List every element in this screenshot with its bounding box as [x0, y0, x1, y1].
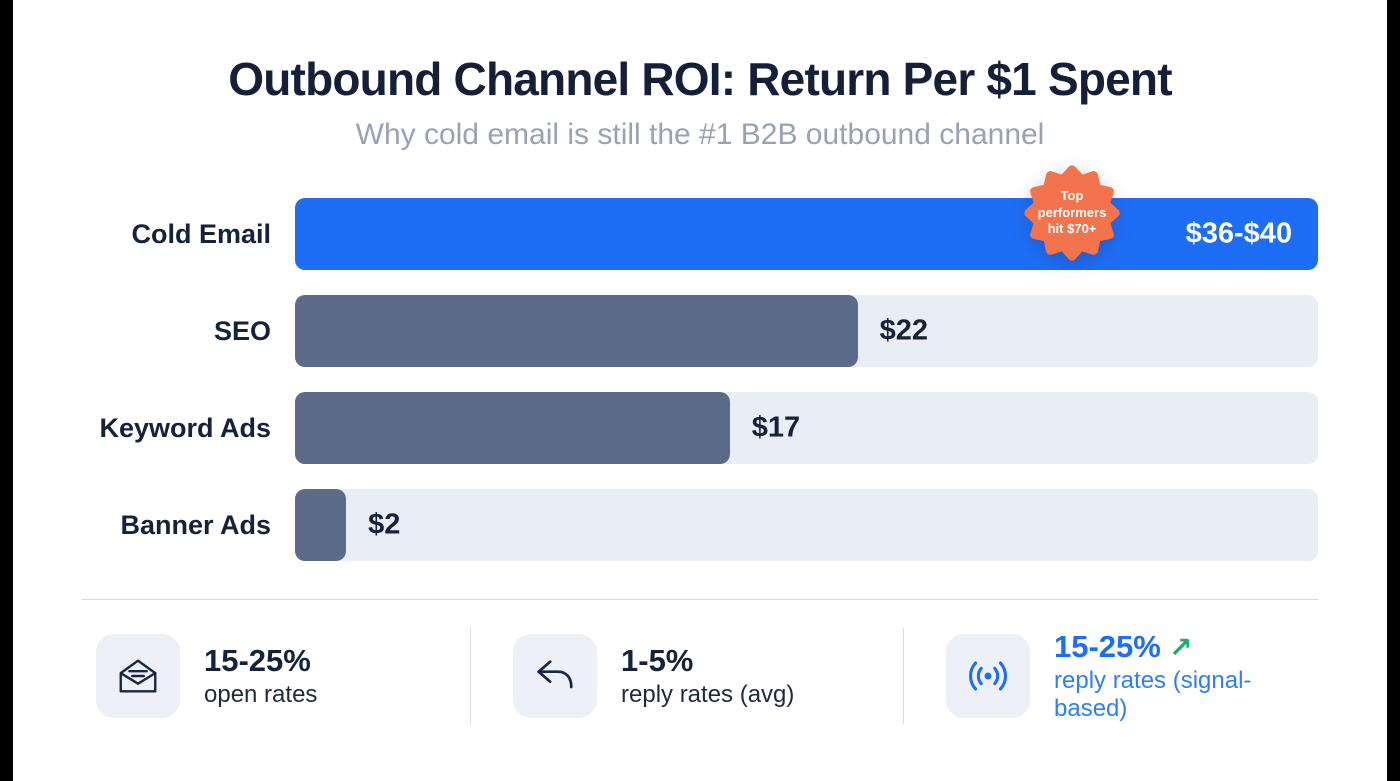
bar-track: $2 — [295, 489, 1318, 561]
bar-track: $17 — [295, 392, 1318, 464]
icon-box — [96, 634, 180, 718]
badge-line-1: Top — [1060, 187, 1084, 203]
stat-label: open rates — [204, 680, 318, 708]
vertical-divider — [903, 628, 904, 724]
page-subtitle: Why cold email is still the #1 B2B outbo… — [355, 118, 1045, 151]
category-label: SEO — [213, 315, 271, 346]
chart-row-cold-email: Cold Email $36-$40 Top performers hit $7… — [82, 165, 1318, 270]
top-performers-badge: Top performers hit $70+ — [1020, 161, 1124, 265]
open-envelope-icon — [119, 659, 157, 693]
badge-text: Top performers hit $70+ — [1020, 161, 1124, 265]
stat-text: 1-5% reply rates (avg) — [621, 642, 795, 709]
stat-open-rates: 15-25% open rates — [96, 634, 470, 718]
icon-box — [946, 634, 1030, 718]
bar-banner-ads — [295, 489, 347, 561]
stat-text: 15-25% ↗ reply rates (signal-based) — [1054, 628, 1318, 722]
category-label: Banner Ads — [120, 509, 271, 540]
bar-value: $17 — [751, 411, 801, 444]
bar-track: $22 — [295, 295, 1318, 367]
roi-bar-chart: Cold Email $36-$40 Top performers hit $7… — [82, 165, 1318, 561]
vertical-divider — [470, 628, 471, 724]
signal-icon — [968, 661, 1008, 691]
stat-reply-rates-signal: 15-25% ↗ reply rates (signal-based) — [946, 628, 1318, 722]
stat-text: 15-25% open rates — [204, 642, 318, 709]
category-label: Keyword Ads — [99, 412, 271, 443]
chart-row-banner-ads: Banner Ads $2 — [82, 489, 1318, 561]
stat-value: 15-25% ↗ — [1054, 628, 1318, 664]
chart-row-seo: SEO $22 — [82, 295, 1318, 367]
stat-label: reply rates (signal-based) — [1054, 666, 1252, 722]
bar-cold-email — [295, 198, 1318, 270]
bar-keyword-ads — [295, 392, 730, 464]
category-label: Cold Email — [131, 218, 271, 249]
badge-line-2: performers — [1037, 204, 1107, 220]
infographic: Outbound Channel ROI: Return Per $1 Spen… — [82, 53, 1318, 724]
section-divider — [82, 599, 1318, 600]
stat-value-text: 15-25% — [1054, 628, 1161, 664]
reply-arrow-icon — [537, 660, 573, 689]
bar-value: $2 — [368, 508, 401, 541]
screen-edge-left — [0, 0, 13, 781]
stat-reply-rates-avg: 1-5% reply rates (avg) — [513, 634, 903, 718]
stat-value: 1-5% — [621, 642, 694, 678]
screen-edge-right — [1387, 0, 1400, 781]
icon-box — [513, 634, 597, 718]
bar-track: $36-$40 Top performers hit $70+ — [295, 165, 1318, 270]
stat-value: 15-25% — [204, 642, 311, 678]
page-title: Outbound Channel ROI: Return Per $1 Spen… — [228, 53, 1172, 105]
up-right-arrow-icon: ↗ — [1168, 631, 1193, 663]
stats-footer: 15-25% open rates 1-5% reply rates (avg) — [82, 628, 1318, 724]
bar-value: $36-$40 — [1185, 217, 1292, 250]
stat-label: reply rates (avg) — [621, 680, 795, 708]
bar-value: $22 — [879, 314, 929, 347]
starburst-icon — [1024, 165, 1120, 261]
badge-line-3: hit $70+ — [1047, 221, 1097, 237]
bar-seo — [295, 295, 858, 367]
chart-row-keyword-ads: Keyword Ads $17 — [82, 392, 1318, 464]
